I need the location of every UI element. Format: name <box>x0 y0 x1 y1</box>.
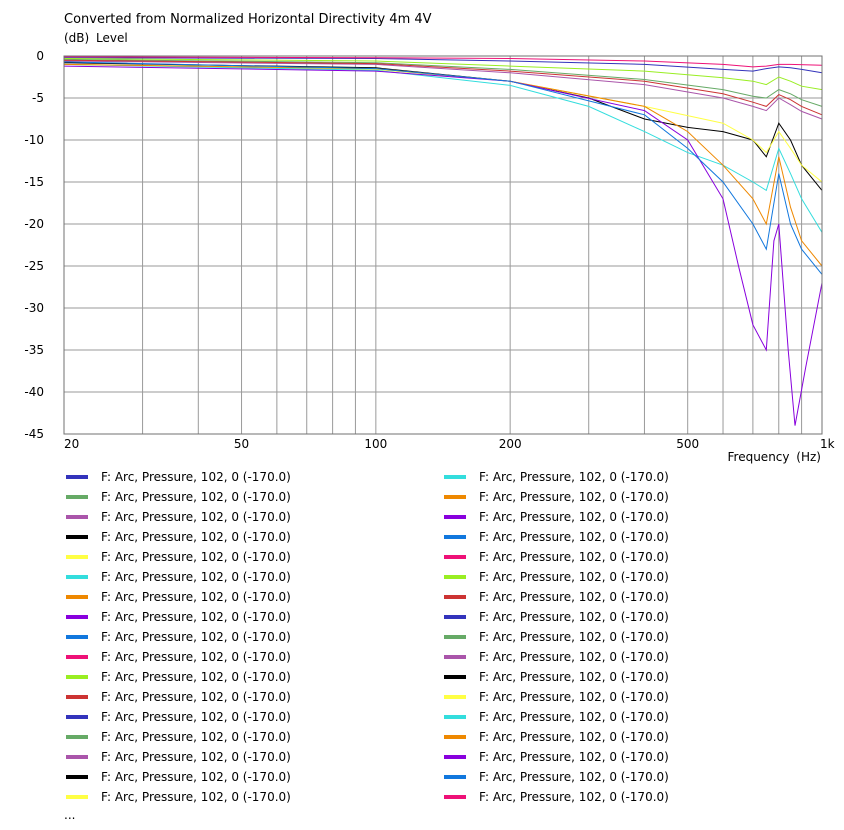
y-tick-label: -15 <box>24 175 44 189</box>
series-line <box>63 60 823 120</box>
y-tick-label: -25 <box>24 259 44 273</box>
y-tick-label: -40 <box>24 385 44 399</box>
legend-more-indicator: ... <box>64 808 76 822</box>
x-tick-label: 20 <box>64 437 79 451</box>
series-line <box>63 63 823 183</box>
series-line <box>63 57 823 74</box>
plot-frame <box>63 55 823 435</box>
y-tick-label: -35 <box>24 343 44 357</box>
x-tick-label: 200 <box>499 437 522 451</box>
y-tick-label: -10 <box>24 133 44 147</box>
grid-layer <box>63 55 823 435</box>
x-tick-label: 100 <box>364 437 387 451</box>
series-line <box>63 58 823 91</box>
x-tick-label: 500 <box>676 437 699 451</box>
series-line <box>63 63 823 233</box>
x-axis-label: Frequency (Hz) <box>727 450 822 464</box>
x-tick-label: 1k <box>820 437 835 451</box>
y-tick-label: -30 <box>24 301 44 315</box>
series-line <box>63 62 823 191</box>
y-tick-label: -45 <box>24 427 44 441</box>
series-line <box>63 61 823 275</box>
series-line <box>63 56 823 68</box>
x-tick-label: 50 <box>234 437 249 451</box>
series-line <box>63 59 823 116</box>
series-layer <box>63 56 823 426</box>
y-axis-label: (dB) Level <box>64 31 128 45</box>
chart-title: Converted from Normalized Horizontal Dir… <box>64 12 432 27</box>
y-tick-label: -20 <box>24 217 44 231</box>
series-line <box>63 65 823 426</box>
y-tick-label: -5 <box>32 91 44 105</box>
axis-layer: 0 -5 -10 -15 -20 -25 -30 -35 -40 -45 20 50 100 200 500… <box>24 49 834 451</box>
y-tick-label: 0 <box>36 49 44 63</box>
series-line <box>63 58 823 107</box>
series-line <box>63 63 823 267</box>
